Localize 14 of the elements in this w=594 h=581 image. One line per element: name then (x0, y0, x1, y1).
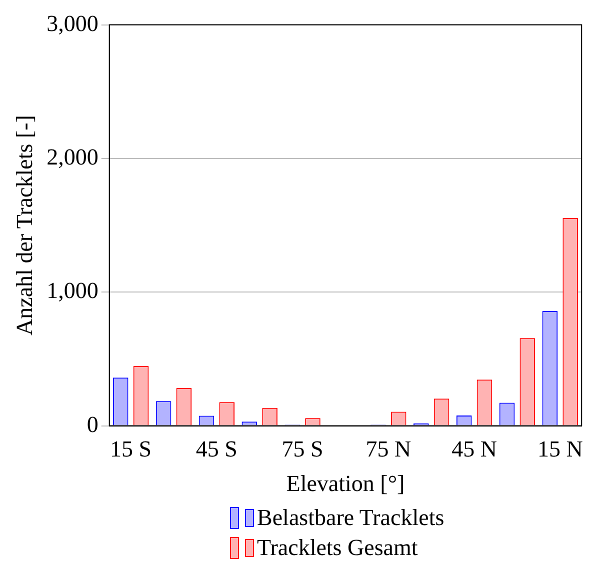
x-tick-label: 15 S (110, 436, 152, 462)
y-axis-title: Anzahl der Tracklets [-] (12, 115, 37, 336)
legend-label: Belastbare Tracklets (257, 504, 444, 532)
x-tick-label: 45 N (452, 436, 498, 462)
x-tick-label: 45 S (196, 436, 238, 462)
legend-label: Tracklets Gesamt (257, 534, 418, 562)
x-tick-label: 15 N (537, 436, 584, 462)
y-tick-label: 0 (86, 412, 98, 437)
y-tick-label: 3,000 (46, 10, 98, 36)
y-tick-label: 1,000 (46, 278, 98, 304)
x-axis-title: Elevation [°] (286, 471, 405, 496)
y-tick-label: 2,000 (46, 144, 98, 170)
x-tick-label: 75 N (366, 436, 412, 462)
x-tick-label: 75 S (282, 436, 324, 462)
